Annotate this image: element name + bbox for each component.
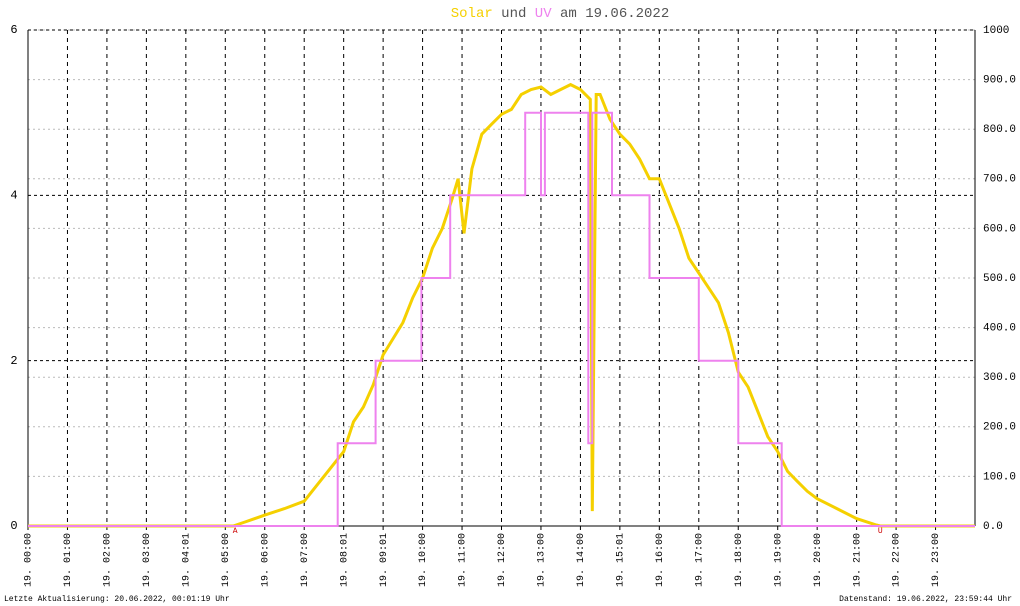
series-line (28, 111, 975, 527)
x-tick-label: 19. 18:00 (734, 533, 745, 587)
x-tick-label: 19. 13:00 (537, 533, 548, 587)
x-tick-label: 19. 05:00 (221, 533, 232, 587)
annotation: A (233, 527, 238, 536)
x-tick-label: 19. 02:00 (103, 533, 114, 587)
y-tick-label: 0 (10, 519, 17, 533)
y2-tick-label: 400.0 (983, 323, 1016, 335)
y2-tick-label: 1000 (983, 25, 1009, 37)
title-solar: Solar (451, 6, 493, 22)
y2-tick-label: 700.0 (983, 174, 1016, 186)
x-tick-label: 19. 22:00 (892, 533, 903, 587)
x-tick-label: 19. 07:00 (300, 533, 311, 587)
x-tick-label: 19. 16:00 (655, 533, 666, 587)
x-tick-label: 19. 04:01 (181, 533, 192, 587)
x-tick-label: 19. 11:00 (458, 533, 469, 587)
x-tick-label: 19. 00:00 (24, 533, 35, 587)
x-tick-label: 19. 09:01 (379, 533, 390, 587)
y2-tick-label: 100.0 (983, 471, 1016, 483)
title-uv: UV (535, 6, 552, 22)
footer-left: Letzte Aktualisierung: 20.06.2022, 00:01… (4, 595, 230, 604)
y2-tick-label: 600.0 (983, 223, 1016, 235)
x-tick-label: 19. 10:00 (418, 533, 429, 587)
y2-tick-label: 300.0 (983, 372, 1016, 384)
y-tick-label: 2 (10, 354, 17, 368)
y2-tick-label: 900.0 (983, 75, 1016, 87)
x-tick-label: 19. 19:00 (773, 533, 784, 587)
annotation: U (878, 527, 883, 536)
footer-right: Datenstand: 19.06.2022, 23:59:44 Uhr (839, 595, 1012, 604)
x-tick-label: 19. 23:00 (931, 533, 942, 587)
y-tick-label: 4 (10, 189, 17, 203)
x-tick-label: 19. 08:01 (339, 533, 350, 587)
title-word: am 19.06.2022 (560, 6, 669, 22)
x-tick-label: 19. 21:00 (852, 533, 863, 587)
title-word: und (501, 6, 526, 22)
x-tick-label: 19. 15:01 (616, 533, 627, 587)
y-tick-label: 6 (10, 23, 17, 37)
x-tick-label: 19. 01:00 (63, 533, 74, 587)
y2-tick-label: 800.0 (983, 124, 1016, 136)
chart-title: Solar und UV am 19.06.2022 (451, 6, 669, 22)
x-tick-label: 19. 12:00 (497, 533, 508, 587)
y2-tick-label: 200.0 (983, 422, 1016, 434)
x-tick-label: 19. 06:00 (260, 533, 271, 587)
x-tick-label: 19. 03:00 (142, 533, 153, 587)
y2-tick-label: 500.0 (983, 273, 1016, 285)
y2-tick-label: 0.0 (983, 521, 1003, 533)
x-tick-label: 19. 17:00 (694, 533, 705, 587)
x-tick-label: 19. 20:00 (813, 533, 824, 587)
x-tick-label: 19. 14:00 (576, 533, 587, 587)
